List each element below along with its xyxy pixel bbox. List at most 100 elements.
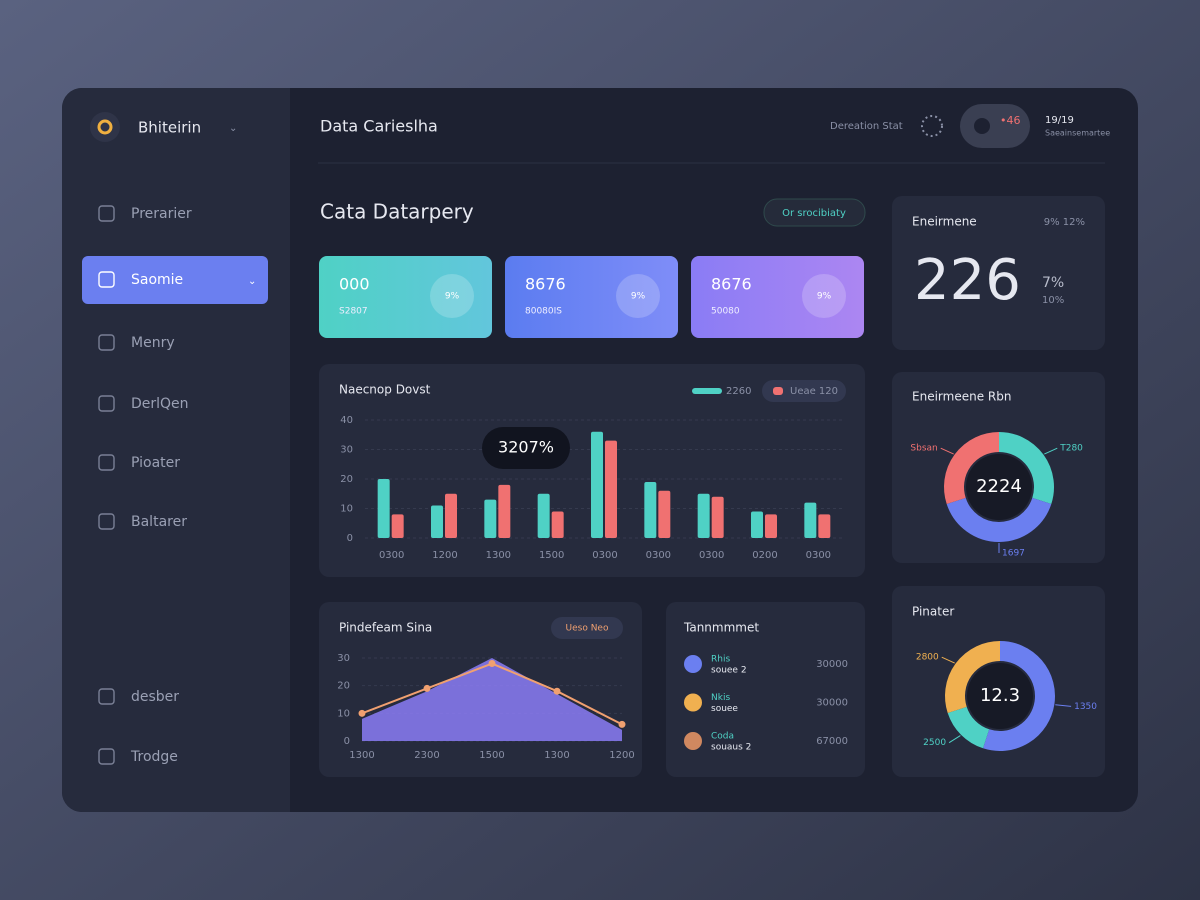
nav-icon [98,395,115,412]
bar [591,431,603,538]
annotation: 3207% [498,438,554,457]
donut-segment [947,706,990,749]
segment-label: 1350 [1074,702,1097,712]
nav-icon [98,513,115,530]
bar [804,502,817,538]
page-button[interactable] [763,198,866,227]
row-value: 30000 [816,659,848,670]
legend-pill[interactable] [762,380,846,402]
row-value: 67000 [816,736,848,747]
nav-icon [98,454,115,471]
donut-segment [945,641,1001,713]
row-sub: souee [711,704,738,714]
stat-value: 000 [339,275,370,294]
y-tick-label: 20 [340,474,353,485]
kpi-value: 226 [914,248,1021,313]
nav-item[interactable]: DerlQen [131,396,189,412]
y-tick-label: 0 [344,736,350,747]
nav-icon [98,271,115,288]
donut-segment [946,497,1052,542]
segment-label: T280 [1059,444,1083,454]
user-name: 19/19 [1045,115,1074,126]
chart-title: Eneirmeene Rbn [912,390,1011,404]
bar [498,484,511,538]
nav-icon [98,748,115,765]
donut-hole [966,454,1032,520]
nav-chevron: ⌄ [248,276,256,287]
line-point [553,687,561,695]
page-button-label[interactable]: Or srocibiaty [782,208,846,219]
x-tick-label: 1500 [539,550,564,561]
row-name: Nkis [711,693,730,703]
active-nav [82,256,268,304]
kpi-meta: 9% 12% [1044,217,1085,228]
brand-chevron[interactable]: ⌄ [229,123,237,134]
x-tick-label: 0300 [699,550,724,561]
label-leader [948,735,961,744]
stat-card [319,256,492,338]
header-search[interactable]: Dereation Stat [830,121,903,132]
y-tick-label: 30 [337,653,350,664]
y-tick-label: 10 [337,708,350,719]
legend-label[interactable]: Ueae 120 [790,386,838,397]
donut-center: 2224 [976,476,1022,497]
stat-value: 8676 [525,275,566,294]
chart-button-label[interactable]: Ueso Neo [566,624,609,634]
y-tick-label: 40 [340,415,353,426]
nav-item[interactable]: Menry [131,335,175,351]
stat-badge [430,274,474,318]
legend-swatch [773,387,783,395]
kpi-change: 7% [1042,275,1064,291]
legend-swatch [692,388,722,394]
nav-item[interactable]: Pioater [131,455,180,471]
stat-badge-label: 9% [631,292,646,302]
segment-label: 2500 [923,738,946,748]
x-tick-label: 1300 [349,750,374,761]
bar [391,514,404,538]
chart-title: Naecnop Dovst [339,383,431,397]
bar [551,511,564,538]
row-name: Rhis [711,655,730,665]
stat-card [691,256,864,338]
bar [445,493,457,538]
sidebar [62,88,290,812]
donut-center: 12.3 [980,685,1020,706]
stat-label: 50080 [711,307,740,317]
brand-logo-mark [97,119,113,135]
chart-button[interactable] [551,617,623,639]
stat-label: S2807 [339,307,368,317]
transactions-card [666,602,865,777]
segment-label: 2800 [916,653,939,663]
nav-item[interactable]: desber [131,689,179,705]
x-tick-label: 0200 [752,550,777,561]
row-sub: souaus 2 [711,743,751,753]
notification-badge: •46 [1000,114,1021,127]
nav-item[interactable]: Trodge [130,749,178,765]
nav-icon [98,205,115,222]
brand-name[interactable]: Bhiteirin [138,119,201,137]
user-pill[interactable] [960,104,1030,148]
nav-icon [98,688,115,705]
nav-item[interactable]: Saomie [131,272,183,288]
stat-badge-label: 9% [445,292,460,302]
kpi-card [892,196,1105,350]
x-tick-label: 0300 [592,550,617,561]
avatar [974,118,990,134]
nav-item[interactable]: Prerarier [131,206,192,222]
stat-badge [802,274,846,318]
kpi-sub: 10% [1042,295,1064,306]
row-icon [684,655,702,673]
bar [658,490,671,538]
settings-icon[interactable] [921,115,943,137]
y-tick-label: 20 [337,681,350,692]
x-tick-label: 1200 [609,750,634,761]
nav-item[interactable]: Baltarer [131,514,187,530]
legend-label[interactable]: 2260 [726,386,751,397]
x-tick-label: 1500 [479,750,504,761]
donut-hole [967,663,1033,729]
line-point [423,684,431,692]
label-leader [941,656,955,664]
user-sub: Saeainsemartee [1045,129,1110,138]
bar [818,514,831,538]
